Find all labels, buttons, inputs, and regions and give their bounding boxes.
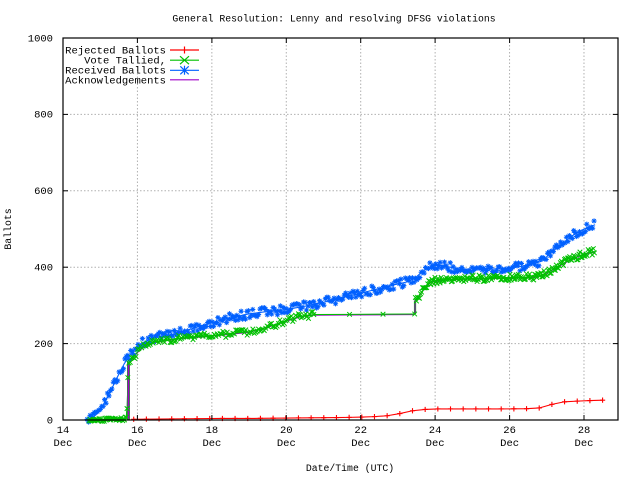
svg-text:Ballots: Ballots [3, 208, 14, 249]
svg-text:200: 200 [34, 339, 53, 351]
svg-text:600: 600 [34, 186, 53, 198]
svg-text:Dec: Dec [575, 438, 594, 450]
svg-text:400: 400 [34, 263, 53, 275]
svg-text:Dec: Dec [277, 438, 296, 450]
svg-text:20: 20 [280, 425, 293, 437]
svg-text:General Resolution: Lenny and: General Resolution: Lenny and resolving … [172, 14, 495, 25]
svg-text:26: 26 [503, 425, 516, 437]
svg-text:Dec: Dec [426, 438, 445, 450]
svg-text:Dec: Dec [128, 438, 147, 450]
svg-text:Dec: Dec [54, 438, 73, 450]
svg-text:18: 18 [206, 425, 219, 437]
svg-text:24: 24 [429, 425, 442, 437]
svg-text:Dec: Dec [351, 438, 370, 450]
svg-text:22: 22 [354, 425, 367, 437]
svg-text:16: 16 [131, 425, 144, 437]
svg-text:800: 800 [34, 110, 53, 122]
svg-text:Dec: Dec [202, 438, 221, 450]
svg-text:14: 14 [57, 425, 70, 437]
svg-text:0: 0 [47, 416, 53, 428]
svg-text:Dec: Dec [500, 438, 519, 450]
svg-text:Date/Time (UTC): Date/Time (UTC) [306, 463, 394, 474]
svg-text:28: 28 [578, 425, 591, 437]
svg-text:1000: 1000 [28, 34, 53, 46]
svg-text:Acknowledgements: Acknowledgements [65, 75, 166, 87]
